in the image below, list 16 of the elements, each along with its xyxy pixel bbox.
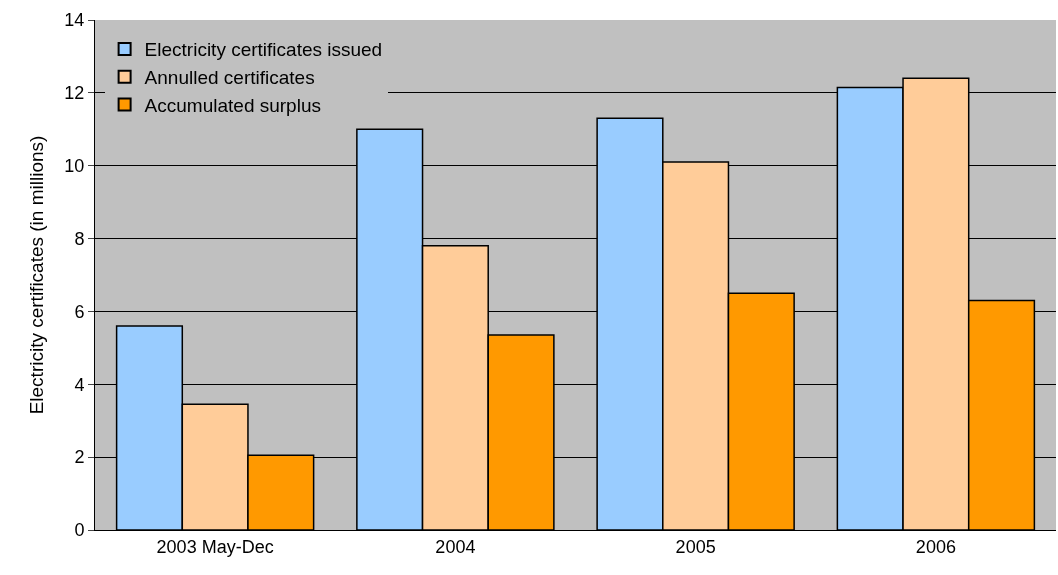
- y-tick-label: 8: [74, 228, 85, 249]
- y-tick-label: 14: [64, 10, 85, 31]
- y-tick-label: 0: [74, 520, 85, 541]
- y-tick-label: 2: [74, 447, 85, 468]
- x-tick-label: 2005: [675, 536, 716, 557]
- legend-label: Accumulated surplus: [144, 94, 321, 116]
- x-tick-label: 2004: [435, 536, 476, 557]
- y-tick-label: 4: [74, 374, 85, 395]
- legend-label: Electricity certificates issued: [144, 39, 383, 61]
- y-tick-label: 10: [64, 156, 85, 177]
- y-tick-label: 12: [64, 83, 85, 104]
- y-axis-title: Electricity certificates (in millions): [26, 135, 48, 415]
- legend-label: Annulled certificates: [144, 67, 315, 89]
- x-tick-label: 2003 May-Dec: [156, 536, 274, 557]
- x-tick-label: 2006: [915, 536, 956, 557]
- y-tick-label: 6: [74, 301, 85, 322]
